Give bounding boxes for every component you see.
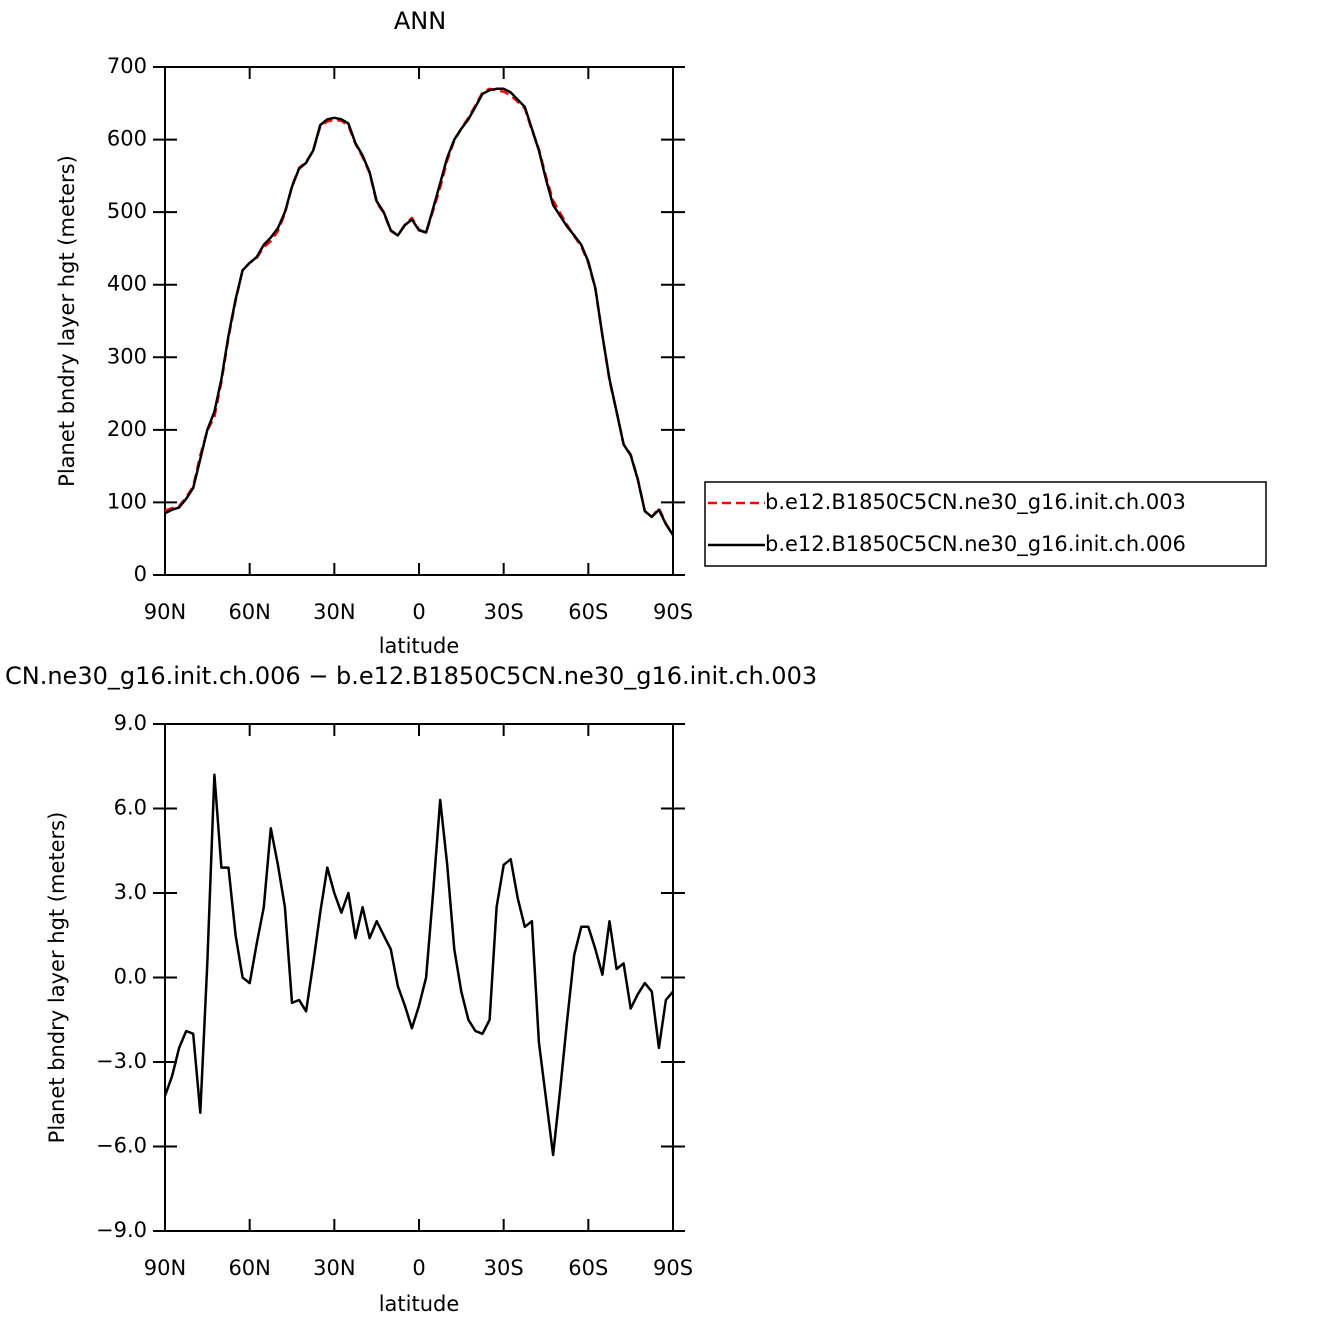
y-tick-label: −9.0 bbox=[96, 1218, 147, 1242]
x-tick-label: 60S bbox=[568, 600, 608, 624]
y-tick-label: 500 bbox=[107, 199, 147, 223]
y-tick-label: 600 bbox=[107, 127, 147, 151]
series-line bbox=[164, 87, 675, 536]
x-tick-label: 60S bbox=[568, 1256, 608, 1280]
y-tick-label: 400 bbox=[107, 272, 147, 296]
y-tick-label: 700 bbox=[107, 54, 147, 78]
legend-label: b.e12.B1850C5CN.ne30_g16.init.ch.003 bbox=[765, 490, 1186, 515]
x-tick-label: 0 bbox=[412, 600, 425, 624]
x-tick-label: 90N bbox=[144, 1256, 186, 1280]
x-tick-label: 30N bbox=[313, 1256, 355, 1280]
x-tick-label: 30S bbox=[484, 600, 524, 624]
y-tick-label: 9.0 bbox=[114, 711, 147, 735]
y-tick-label: 0 bbox=[134, 562, 147, 586]
x-tick-label: 90N bbox=[144, 600, 186, 624]
x-tick-label: 60N bbox=[228, 600, 270, 624]
chart-title: ANN bbox=[394, 7, 446, 35]
series-line bbox=[164, 87, 675, 536]
y-tick-label: −3.0 bbox=[96, 1049, 147, 1073]
y-tick-label: 300 bbox=[107, 344, 147, 368]
x-axis-label: latitude bbox=[379, 634, 460, 658]
x-axis-label: latitude bbox=[379, 1292, 460, 1316]
x-tick-label: 90S bbox=[653, 600, 693, 624]
plot-frame bbox=[164, 66, 674, 576]
y-tick-label: 6.0 bbox=[114, 796, 147, 820]
plot-frame bbox=[164, 723, 674, 1232]
chart-title: CN.ne30_g16.init.ch.006 − b.e12.B1850C5C… bbox=[5, 662, 817, 690]
y-tick-label: −6.0 bbox=[96, 1134, 147, 1158]
y-tick-label: 0.0 bbox=[114, 965, 147, 989]
y-tick-label: 3.0 bbox=[114, 880, 147, 904]
x-tick-label: 0 bbox=[412, 1256, 425, 1280]
x-tick-label: 60N bbox=[228, 1256, 270, 1280]
y-tick-label: 200 bbox=[107, 417, 147, 441]
y-axis-label: Planet bndry layer hgt (meters) bbox=[55, 155, 79, 487]
legend-label: b.e12.B1850C5CN.ne30_g16.init.ch.006 bbox=[765, 532, 1186, 557]
x-tick-label: 30S bbox=[484, 1256, 524, 1280]
x-tick-label: 30N bbox=[313, 600, 355, 624]
x-tick-label: 90S bbox=[653, 1256, 693, 1280]
series-line bbox=[163, 773, 674, 1157]
y-tick-label: 100 bbox=[107, 489, 147, 513]
legend-box bbox=[704, 481, 1267, 567]
y-axis-label: Planet bndry layer hgt (meters) bbox=[45, 812, 69, 1144]
